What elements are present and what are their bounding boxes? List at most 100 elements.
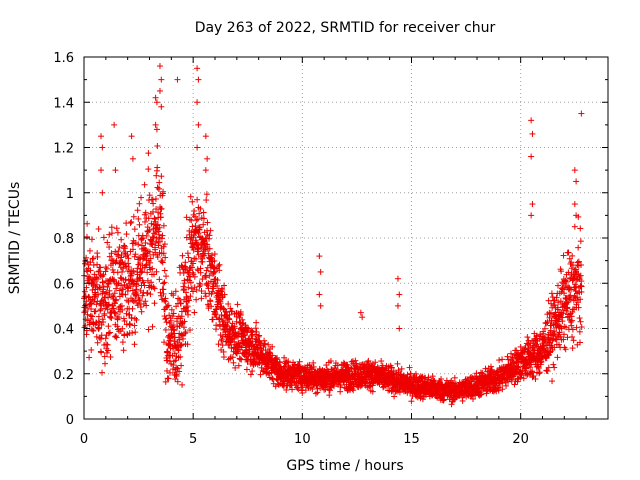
data-point xyxy=(529,130,536,137)
data-point xyxy=(118,236,125,243)
data-point xyxy=(317,302,324,309)
data-point xyxy=(198,295,205,302)
data-point xyxy=(104,341,111,348)
data-point xyxy=(568,265,575,272)
data-point xyxy=(317,268,324,275)
data-point xyxy=(554,354,561,361)
data-point xyxy=(122,291,129,298)
data-point xyxy=(247,371,254,378)
data-point xyxy=(569,345,576,352)
data-points xyxy=(81,63,585,408)
data-point xyxy=(130,213,137,220)
data-point xyxy=(104,306,111,313)
data-point xyxy=(112,310,119,317)
data-point xyxy=(172,288,179,295)
data-point xyxy=(161,339,168,346)
data-point xyxy=(156,185,163,192)
data-point xyxy=(192,255,199,262)
data-point xyxy=(134,265,141,272)
data-point xyxy=(180,324,187,331)
data-point xyxy=(159,259,166,266)
data-point xyxy=(203,267,210,274)
data-point xyxy=(93,333,100,340)
data-point xyxy=(113,225,120,232)
y-tick-label: 1.2 xyxy=(53,142,74,157)
data-point xyxy=(577,225,584,232)
data-point xyxy=(99,189,106,196)
data-point xyxy=(151,230,158,237)
data-point xyxy=(178,362,185,369)
data-point xyxy=(172,357,179,364)
data-point xyxy=(133,290,140,297)
data-point xyxy=(155,242,162,249)
data-point xyxy=(193,296,200,303)
data-point xyxy=(144,269,151,276)
data-point xyxy=(108,257,115,264)
data-point xyxy=(118,251,125,258)
data-point xyxy=(164,303,171,310)
data-point xyxy=(166,312,173,319)
data-point xyxy=(110,305,117,312)
data-point xyxy=(186,216,193,223)
data-point xyxy=(158,235,165,242)
data-point xyxy=(143,261,150,268)
data-point xyxy=(134,207,141,214)
data-point xyxy=(140,235,147,242)
data-point xyxy=(105,330,112,337)
data-point xyxy=(111,121,118,128)
data-point xyxy=(201,248,208,255)
data-point xyxy=(108,224,115,231)
data-point xyxy=(112,333,119,340)
data-point xyxy=(174,378,181,385)
data-point xyxy=(131,253,138,260)
data-point xyxy=(106,231,113,238)
data-point xyxy=(191,213,198,220)
data-point xyxy=(206,272,213,279)
data-point xyxy=(155,231,162,238)
data-point xyxy=(153,268,160,275)
data-point xyxy=(185,254,192,261)
data-point xyxy=(396,291,403,298)
data-point xyxy=(141,181,148,188)
x-tick-labels: 0 5 10 15 20 xyxy=(80,432,529,447)
data-point xyxy=(153,235,160,242)
data-point xyxy=(128,133,135,140)
data-point xyxy=(573,178,580,185)
data-point xyxy=(146,192,153,199)
data-point xyxy=(187,327,194,334)
data-point xyxy=(123,231,130,238)
data-point xyxy=(114,229,121,236)
data-point xyxy=(90,327,97,334)
data-point xyxy=(189,198,196,205)
data-point xyxy=(129,277,136,284)
data-point xyxy=(195,230,202,237)
data-point xyxy=(181,286,188,293)
data-point xyxy=(323,362,330,369)
data-point xyxy=(115,314,122,321)
data-point xyxy=(194,216,201,223)
data-point xyxy=(511,381,518,388)
data-point xyxy=(215,316,222,323)
data-point xyxy=(128,218,135,225)
data-point xyxy=(575,244,582,251)
data-point xyxy=(104,347,111,354)
data-point xyxy=(193,217,200,224)
data-point xyxy=(208,303,215,310)
data-point xyxy=(201,252,208,259)
data-point xyxy=(118,282,125,289)
data-point xyxy=(143,232,150,239)
data-point xyxy=(142,262,149,269)
data-point xyxy=(158,76,165,83)
data-point xyxy=(396,325,403,332)
data-point xyxy=(144,289,151,296)
data-point xyxy=(105,302,112,309)
data-point xyxy=(153,126,160,133)
data-point xyxy=(178,262,185,269)
data-point xyxy=(548,290,555,297)
data-point xyxy=(191,309,198,316)
data-point xyxy=(131,315,138,322)
data-point xyxy=(205,280,212,287)
data-point xyxy=(197,269,204,276)
data-point xyxy=(171,338,178,345)
data-point xyxy=(99,369,106,376)
